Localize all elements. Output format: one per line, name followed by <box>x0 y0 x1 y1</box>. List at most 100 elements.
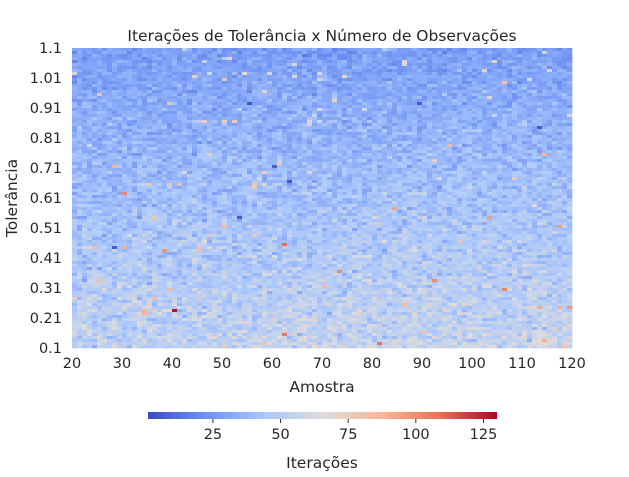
heatmap-cell <box>182 186 188 190</box>
heatmap-cell <box>137 48 143 52</box>
heatmap-cell <box>557 102 563 106</box>
heatmap-cell <box>282 84 288 88</box>
heatmap-cell <box>257 138 263 142</box>
heatmap-cell <box>92 141 98 145</box>
heatmap-cell <box>432 144 438 148</box>
heatmap-cell <box>322 117 328 121</box>
heatmap-cell <box>402 123 408 127</box>
heatmap-cell <box>562 174 568 178</box>
heatmap-cell <box>562 51 568 55</box>
heatmap-cell <box>107 99 113 103</box>
heatmap-cell <box>517 117 523 121</box>
heatmap-cell <box>157 165 163 169</box>
heatmap-cell <box>552 114 558 118</box>
heatmap-cell <box>557 183 563 187</box>
heatmap-cell <box>512 132 518 136</box>
heatmap-cell <box>192 48 198 52</box>
heatmap-cell <box>317 93 323 97</box>
heatmap-cell <box>112 162 118 166</box>
heatmap-cell <box>277 78 283 82</box>
heatmap-cell <box>412 135 418 139</box>
heatmap-cell <box>342 90 348 94</box>
heatmap-cell <box>297 90 303 94</box>
heatmap-cell <box>232 90 238 94</box>
heatmap-cell <box>507 87 513 91</box>
heatmap-cell <box>332 54 338 58</box>
heatmap-cell <box>312 183 318 187</box>
heatmap-cell <box>427 81 433 85</box>
heatmap-cell <box>327 51 333 55</box>
heatmap-cell <box>322 162 328 166</box>
heatmap-cell <box>72 120 78 124</box>
heatmap-cell <box>552 126 558 130</box>
heatmap-cell <box>477 177 483 181</box>
heatmap-cell <box>412 72 418 76</box>
heatmap-cell <box>542 171 548 175</box>
heatmap-cell <box>117 168 123 172</box>
heatmap-cell <box>87 165 93 169</box>
heatmap-cell <box>287 90 293 94</box>
heatmap-cell <box>422 150 428 154</box>
heatmap-cell <box>412 84 418 88</box>
heatmap-cell <box>267 90 273 94</box>
heatmap-cell <box>172 147 178 151</box>
heatmap-cell <box>407 102 413 106</box>
heatmap-cell <box>232 81 238 85</box>
heatmap-cell <box>172 99 178 103</box>
heatmap-cell <box>137 90 143 94</box>
heatmap-cell <box>567 57 573 61</box>
heatmap-cell <box>457 48 463 52</box>
heatmap-cell <box>212 183 218 187</box>
heatmap-cell <box>257 57 263 61</box>
heatmap-cell <box>497 114 503 118</box>
heatmap-cell <box>347 132 353 136</box>
heatmap-cell <box>487 135 493 139</box>
heatmap-cell <box>262 126 268 130</box>
heatmap-cell <box>137 147 143 151</box>
heatmap-cell <box>77 156 83 160</box>
heatmap-cell <box>532 141 538 145</box>
heatmap-cell <box>197 147 203 151</box>
heatmap-cell <box>97 99 103 103</box>
heatmap-cell <box>517 156 523 160</box>
heatmap-cell <box>532 162 538 166</box>
heatmap-cell <box>347 192 353 196</box>
heatmap-cell <box>467 153 473 157</box>
heatmap-cell <box>432 186 438 190</box>
heatmap-cell <box>107 54 113 58</box>
heatmap-cell <box>157 171 163 175</box>
heatmap-cell <box>292 108 298 112</box>
heatmap-cell <box>472 99 478 103</box>
heatmap-cell <box>372 129 378 133</box>
heatmap-cell <box>562 144 568 148</box>
heatmap-cell <box>497 126 503 130</box>
heatmap-cell <box>392 60 398 64</box>
heatmap-cell <box>482 69 488 73</box>
heatmap-cell <box>327 150 333 154</box>
heatmap-cell <box>542 99 548 103</box>
heatmap-cell <box>137 138 143 142</box>
heatmap-cell <box>432 162 438 166</box>
heatmap-cell <box>122 120 128 124</box>
heatmap-cell <box>97 159 103 163</box>
heatmap-cell <box>432 102 438 106</box>
heatmap-cell <box>307 81 313 85</box>
heatmap-cell <box>417 177 423 181</box>
heatmap-cell <box>122 141 128 145</box>
heatmap-cell <box>472 87 478 91</box>
heatmap-cell <box>517 78 523 82</box>
heatmap-cell <box>362 57 368 61</box>
heatmap-cell <box>202 102 208 106</box>
heatmap-cell <box>522 144 528 148</box>
heatmap-cell <box>322 120 328 124</box>
heatmap-cell <box>377 141 383 145</box>
heatmap-cell <box>287 153 293 157</box>
heatmap-cell <box>437 195 443 199</box>
heatmap-cell <box>262 165 268 169</box>
heatmap-cell <box>87 156 93 160</box>
heatmap-cell <box>187 48 193 52</box>
heatmap-cell <box>382 144 388 148</box>
heatmap-cell <box>132 123 138 127</box>
heatmap-cell <box>342 186 348 190</box>
heatmap-cell <box>72 144 78 148</box>
